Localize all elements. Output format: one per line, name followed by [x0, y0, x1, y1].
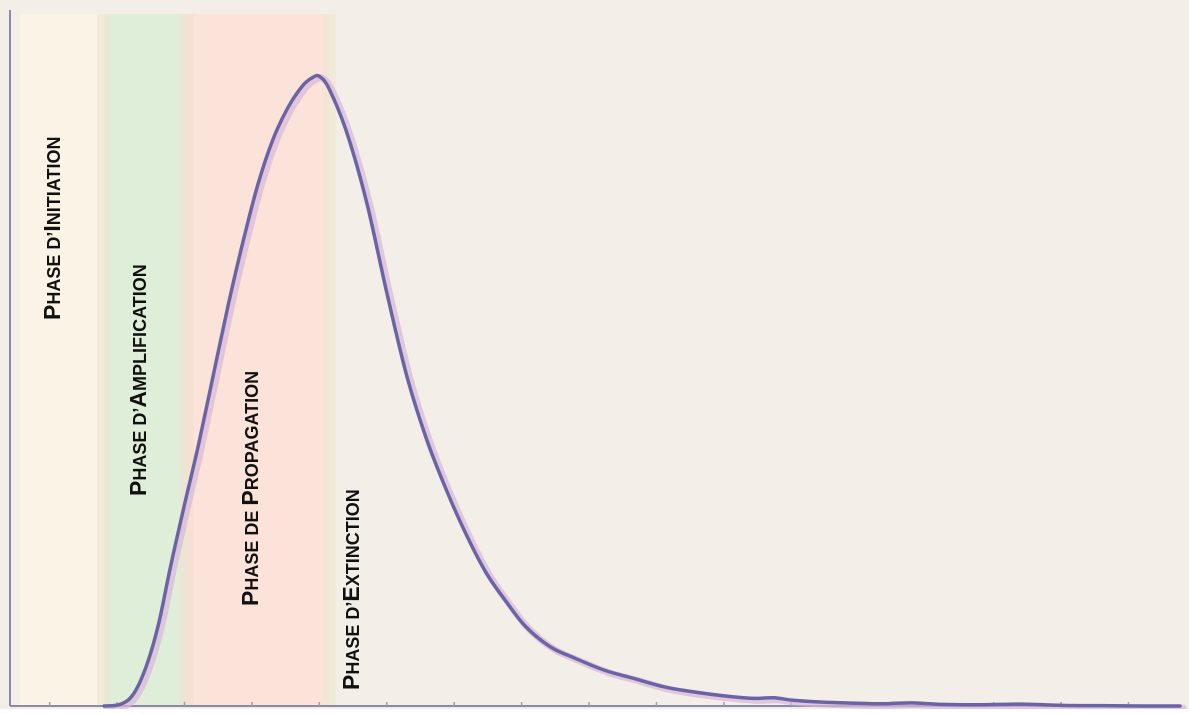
phase-label-1: PHASE D’AMPLIFICATION	[125, 264, 151, 496]
phase-band-3	[329, 14, 1180, 706]
phase-band-2	[186, 14, 330, 706]
phase-label-2: PHASE DE PROPAGATION	[237, 371, 263, 606]
curve-layer	[102, 73, 1187, 712]
phase-band-1	[104, 14, 187, 706]
band-divider-1	[179, 14, 194, 706]
phase-label-0: PHASE D’INITIATION	[39, 136, 65, 320]
phase-label-3: PHASE D’EXTINCTION	[338, 489, 364, 690]
band-divider-2	[322, 14, 337, 706]
curve-shadow	[103, 74, 1187, 712]
thrombin-curve	[102, 73, 1182, 708]
phase-band-0	[19, 14, 105, 706]
band-divider-0	[97, 14, 112, 706]
phase-labels: PHASE D’INITIATION PHASE D’AMPLIFICATION P…	[39, 136, 364, 690]
